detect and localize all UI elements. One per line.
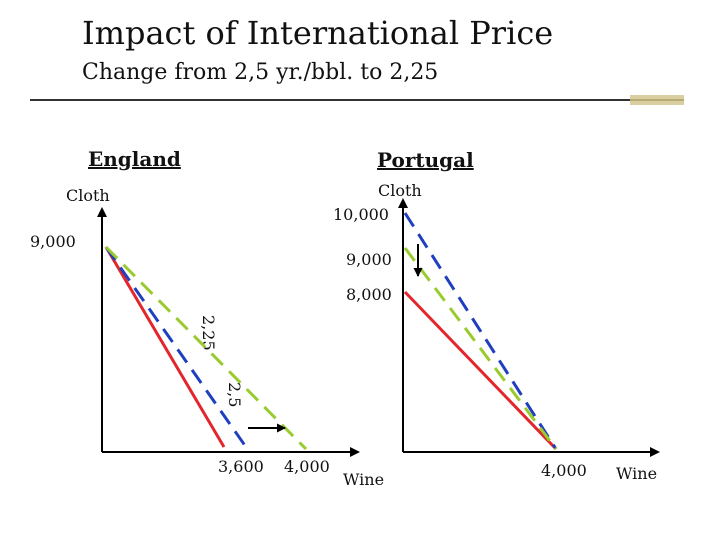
portugal-x-axis-label: Wine [616,464,658,483]
portugal-x-tick-label: 4,000 [541,461,587,480]
england-y-tick-label: 9,000 [30,232,76,251]
portugal-panel-title: Portugal [377,148,474,172]
england-blue-dashed-line [104,246,248,448]
portugal-y-tick-label: 9,000 [346,250,392,269]
title-divider-accent [630,95,684,105]
portugal-blue-dashed-line [403,212,558,450]
portugal-y-tick-label: 8,000 [346,285,392,304]
page-subtitle: Change from 2,5 yr./bbl. to 2,25 [82,60,439,85]
portugal-red-line [403,290,558,451]
england-x-tick-label: 4,000 [284,457,330,476]
portugal-green-dashed-line [403,247,558,450]
portugal-y-tick-label: 10,000 [333,205,389,224]
portugal-y-axis-label: Cloth [378,181,422,200]
england-y-axis-label: Cloth [66,186,110,205]
england-x-axis-label: Wine [343,470,385,489]
england-x-tick-label: 3,600 [218,457,264,476]
england-red-line [104,246,226,448]
title-divider [30,99,630,101]
page-title: Impact of International Price [82,14,554,52]
england-green-dashed-line [104,245,308,451]
england-panel-title: England [88,147,181,171]
